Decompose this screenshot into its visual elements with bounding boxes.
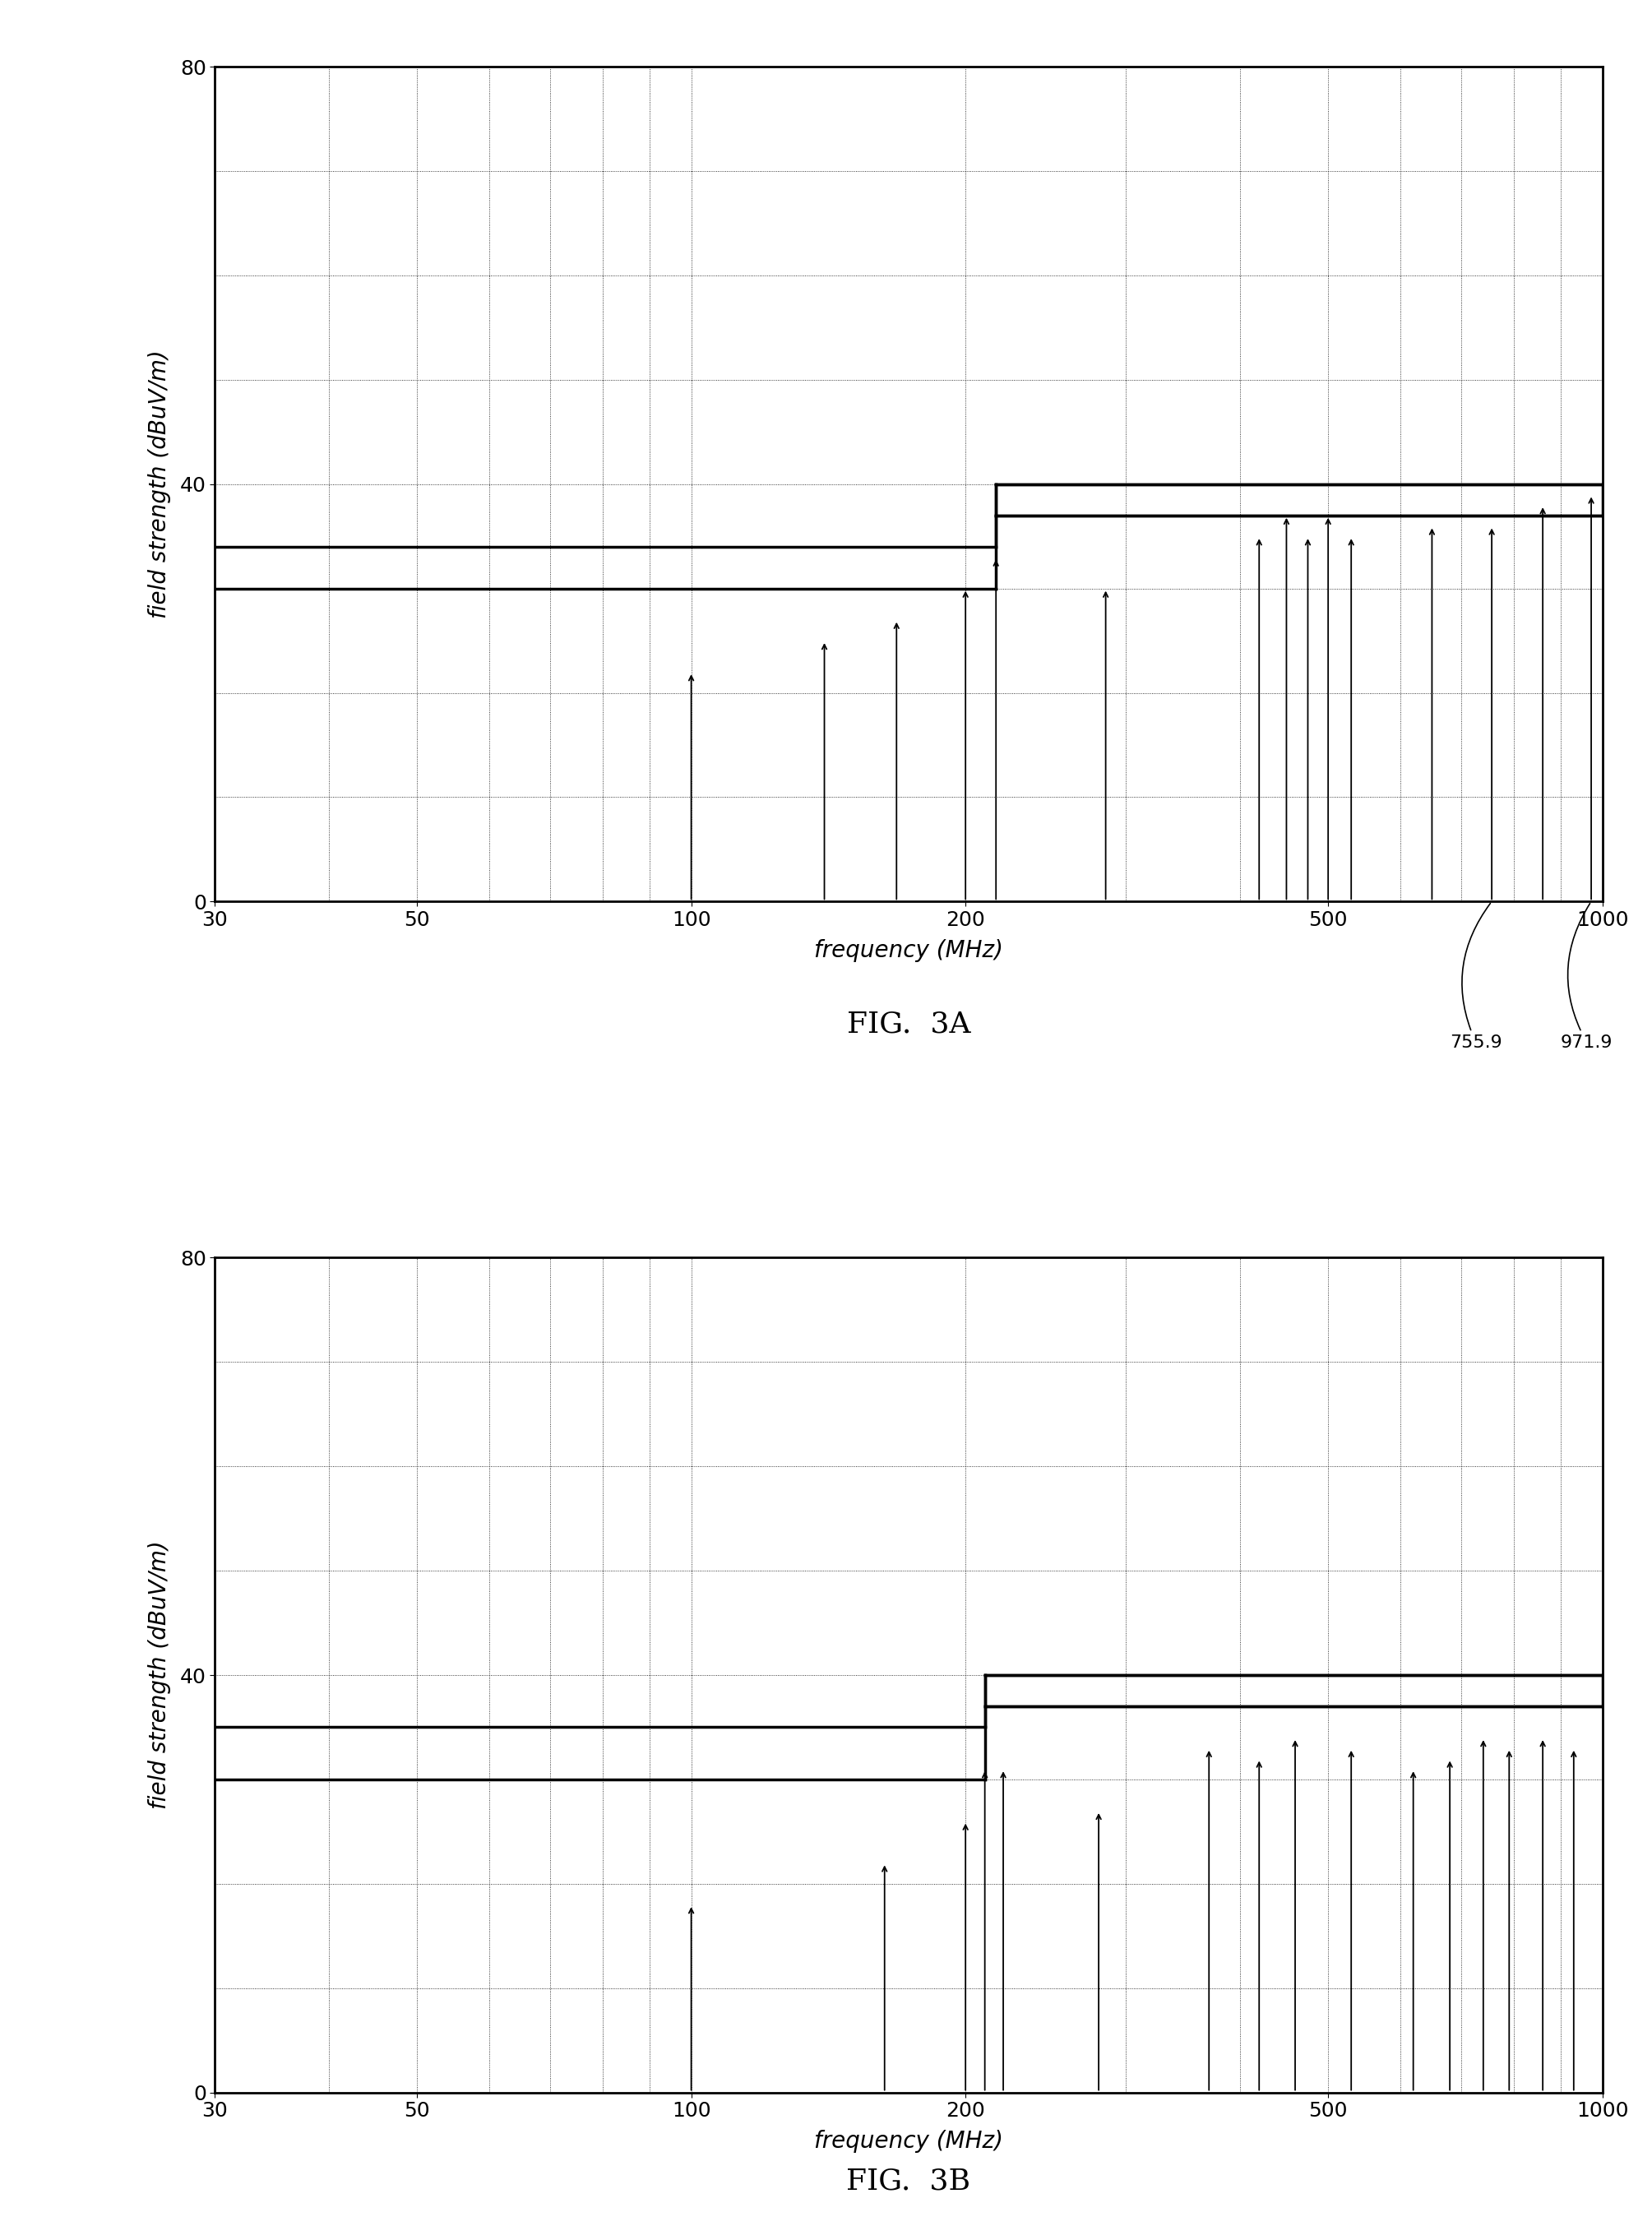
Text: FIG.  3A: FIG. 3A	[847, 1011, 970, 1037]
Y-axis label: field strength (dBuV/m): field strength (dBuV/m)	[147, 1540, 170, 1810]
Text: FIG.  3B: FIG. 3B	[846, 2168, 971, 2195]
X-axis label: frequency (MHz): frequency (MHz)	[814, 939, 1003, 962]
Text: 755.9: 755.9	[1450, 904, 1502, 1051]
Y-axis label: field strength (dBuV/m): field strength (dBuV/m)	[147, 349, 170, 619]
Text: 971.9: 971.9	[1561, 904, 1612, 1051]
X-axis label: frequency (MHz): frequency (MHz)	[814, 2130, 1003, 2153]
